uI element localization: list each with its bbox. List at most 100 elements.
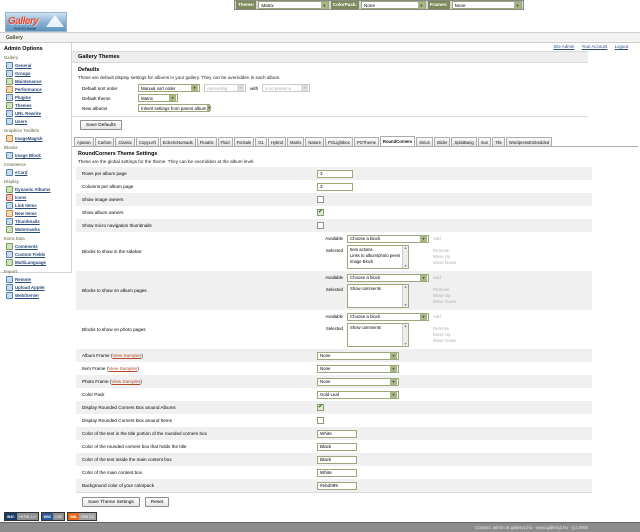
scroll-down-icon[interactable]: ▼ <box>403 302 408 307</box>
sidebar-item-users[interactable]: Users <box>3 117 68 125</box>
rows-per-page-input[interactable]: 3 <box>317 169 353 178</box>
breadcrumb[interactable]: Gallery <box>0 33 640 43</box>
item-frame-view-samples-link[interactable]: View Samples <box>108 366 138 371</box>
sidebar-item-upload-applet[interactable]: Upload Applet <box>3 283 68 291</box>
photo-move-down-button[interactable]: Move Down <box>433 337 457 343</box>
sidebar-item-icons[interactable]: Icons <box>3 193 68 201</box>
sidebar-item-groups[interactable]: Groups <box>3 69 68 77</box>
sidebar-selected-listbox[interactable]: Item actions Links to album/photo peers … <box>347 244 409 269</box>
list-item[interactable]: Image Block <box>350 258 374 264</box>
album-move-down-button[interactable]: Move Down <box>433 298 457 304</box>
tab-sun[interactable]: Sun <box>477 137 492 146</box>
title-text-color-input[interactable]: White <box>317 429 357 438</box>
sidebar-item-link-items[interactable]: Link Items <box>3 201 68 209</box>
photo-frame-view-samples-link[interactable]: View Samples <box>111 379 141 384</box>
show-micro-nav-checkbox[interactable] <box>317 221 324 229</box>
default-theme-select[interactable]: Matrix ▼ <box>138 94 178 102</box>
sort-preset-select[interactable]: a no preset a ▼ <box>262 84 311 92</box>
tab-fluid[interactable]: Fluid <box>217 137 233 146</box>
gallery-logo[interactable]: Gallery PHOTO PAGE <box>5 12 67 32</box>
tab-eclecticnomads[interactable]: EclecticNomads <box>159 137 196 146</box>
sidebar-item-url-rewrite[interactable]: URL Rewrite <box>3 109 68 117</box>
sidebar-item-performance[interactable]: Performance <box>3 85 68 93</box>
sidebar-item-custom-fields[interactable]: Custom Fields <box>3 250 68 258</box>
list-item[interactable]: Item actions <box>350 246 373 252</box>
list-item[interactable]: Links to album/photo peers <box>350 252 401 258</box>
your-account-link[interactable]: Your Account <box>581 44 608 49</box>
scroll-up-icon[interactable]: ▲ <box>403 284 408 289</box>
sidebar-move-down-button[interactable]: Move Down <box>433 259 457 265</box>
rss-badge[interactable]: XML RSS 2.0 <box>67 512 97 521</box>
tab-roundcorners[interactable]: RoundCorners <box>379 136 416 146</box>
list-item[interactable]: Show comments <box>350 324 381 330</box>
bg-color-input[interactable]: #ebd095 <box>317 481 357 490</box>
sidebar-item-general[interactable]: General <box>3 61 68 69</box>
sidebar-item-ecard[interactable]: eCard <box>3 168 68 176</box>
show-album-owners-checkbox[interactable] <box>317 208 324 216</box>
sidebar-item-maintenance[interactable]: Maintenance <box>3 77 68 85</box>
listbox-scrollbar[interactable]: ▲ ▼ <box>402 245 408 268</box>
new-albums-select[interactable]: Inherit settings from parent album ▼ <box>138 104 211 112</box>
album-add-button[interactable]: Add <box>433 274 441 280</box>
sidebar-item-image-block[interactable]: Image Block <box>3 151 68 159</box>
tab-pglightbox[interactable]: PGLightbox <box>324 137 353 146</box>
tab-hybrid[interactable]: Hybrid <box>267 137 286 146</box>
album-available-select[interactable]: Choose a block ▼ <box>347 273 429 282</box>
css-validator-badge[interactable]: W3C CSS <box>40 512 66 521</box>
tab-sirius[interactable]: Sirius <box>416 137 433 146</box>
sidebar-item-comments[interactable]: Comments <box>3 242 68 250</box>
album-remove-button[interactable]: Remove <box>433 286 450 292</box>
title-box-color-input[interactable]: Black <box>317 442 357 451</box>
tab-slider[interactable]: Slider <box>433 137 451 146</box>
tab-forsale[interactable]: ForSale <box>233 137 255 146</box>
scroll-down-icon[interactable]: ▼ <box>403 341 408 346</box>
rc-items-checkbox[interactable] <box>317 416 324 424</box>
sidebar-item-new-items[interactable]: New Items <box>3 209 68 217</box>
tab-nature[interactable]: Nature <box>305 137 324 146</box>
sidebar-item-plugins[interactable]: Plugins <box>3 93 68 101</box>
content-box-color-input[interactable]: White <box>317 468 357 477</box>
sidebar-available-select[interactable]: Choose a block ▼ <box>347 234 429 243</box>
photo-available-select[interactable]: Choose a block ▼ <box>347 312 429 321</box>
default-sort-order-select[interactable]: Manual sort order ▼ <box>138 84 200 92</box>
sidebar-item-web-server[interactable]: Web/Server <box>3 291 68 299</box>
album-frame-select[interactable]: None ▼ <box>317 351 399 360</box>
list-item[interactable]: Show comments <box>350 285 381 291</box>
item-frame-select[interactable]: None ▼ <box>317 364 399 373</box>
sidebar-item-multilanguage[interactable]: MultiLanguage <box>3 258 68 266</box>
album-selected-listbox[interactable]: Show comments ▲ ▼ <box>347 283 409 308</box>
site-admin-link[interactable]: Site Admin <box>553 44 575 49</box>
scroll-up-icon[interactable]: ▲ <box>403 245 408 250</box>
xhtml-validator-badge[interactable]: W3C XHTML 1.0 <box>4 512 39 521</box>
rc-albums-checkbox[interactable] <box>317 403 324 411</box>
tab-g1[interactable]: G1 <box>255 137 267 146</box>
sidebar-move-up-button[interactable]: Move Up <box>433 253 451 259</box>
theme-switcher-select[interactable]: Matrix ▼ <box>258 1 329 9</box>
tab-matrix[interactable]: Matrix <box>286 137 305 146</box>
logout-link[interactable]: Logout <box>614 44 628 49</box>
reset-button[interactable]: Reset <box>144 497 170 507</box>
frames-switcher-select[interactable]: None ▼ <box>451 1 522 9</box>
photo-add-button[interactable]: Add <box>433 313 441 319</box>
photo-frame-select[interactable]: None ▼ <box>317 377 399 386</box>
show-image-owners-checkbox[interactable] <box>317 195 324 203</box>
scroll-down-icon[interactable]: ▼ <box>403 263 408 268</box>
sidebar-item-watermarks[interactable]: Watermarks <box>3 225 68 233</box>
album-move-up-button[interactable]: Move Up <box>433 292 451 298</box>
color-pack-select[interactable]: Gold Leaf ▼ <box>317 390 399 399</box>
tab-pgtheme[interactable]: PGTheme <box>353 137 379 146</box>
photo-selected-listbox[interactable]: Show comments ▲ ▼ <box>347 322 409 347</box>
listbox-scrollbar[interactable]: ▲ ▼ <box>402 323 408 346</box>
tab-copyleft[interactable]: CopyLeft <box>135 137 159 146</box>
sidebar-item-themes[interactable]: Themes <box>3 101 68 109</box>
sidebar-item-imagemagick[interactable]: ImageMagick <box>3 134 68 142</box>
tab-tile[interactable]: Tile <box>492 137 505 146</box>
sidebar-item-dynamic-albums[interactable]: Dynamic Albums <box>3 185 68 193</box>
cols-per-page-input[interactable]: 3 <box>317 182 353 191</box>
sidebar-remove-button[interactable]: Remove <box>433 247 450 253</box>
sidebar-item-remote[interactable]: Remote <box>3 275 68 283</box>
album-frame-view-samples-link[interactable]: View Samples <box>112 353 142 358</box>
sidebar-item-thumbnails[interactable]: Thumbnails <box>3 217 68 225</box>
listbox-scrollbar[interactable]: ▲ ▼ <box>402 284 408 307</box>
tab-classic[interactable]: Classic <box>115 137 135 146</box>
